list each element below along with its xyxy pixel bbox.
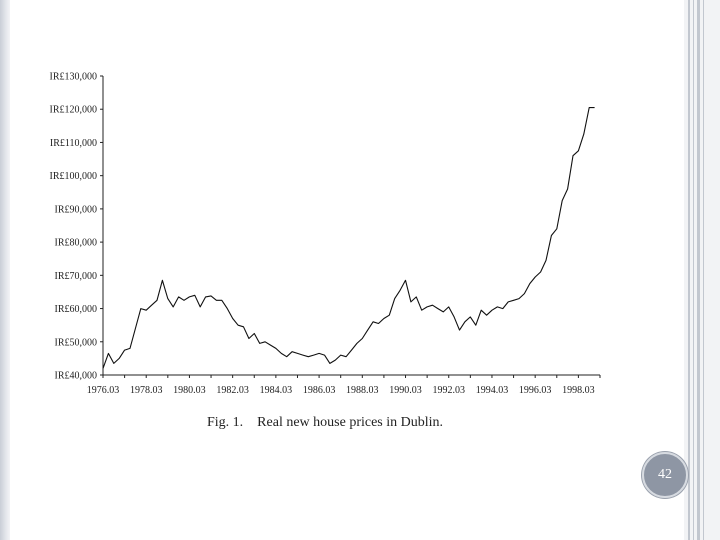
right-decorative-bar [684,0,720,540]
x-tick-label: 1984.03 [260,385,293,396]
x-tick-label: 1976.03 [87,385,120,396]
x-tick-label: 1994.03 [476,385,509,396]
y-tick-label: IR£80,000 [55,238,98,249]
slide-number: 42 [658,467,672,482]
y-tick-label: IR£40,000 [55,371,98,382]
y-tick-label: IR£120,000 [50,105,98,116]
x-tick-label: 1988.03 [346,385,379,396]
y-tick-label: IR£70,000 [55,271,98,282]
figure-caption: Fig. 1. Real new house prices in Dublin. [207,415,444,430]
x-tick-label: 1980.03 [173,385,206,396]
x-tick-label: 1998.03 [562,385,595,396]
left-decorative-bar [0,0,10,540]
x-tick-label: 1982.03 [216,385,249,396]
y-tick-label: IR£60,000 [55,304,98,315]
y-tick-label: IR£110,000 [50,138,97,149]
y-tick-label: IR£100,000 [50,171,98,182]
y-tick-label: IR£90,000 [55,204,98,215]
series-line [102,107,595,369]
x-tick-label: 1990.03 [389,385,422,396]
x-tick-label: 1992.03 [432,385,465,396]
x-tick-label: 1986.03 [303,385,336,396]
slide-number-badge: 42 [642,452,688,498]
x-tick-label: 1996.03 [519,385,552,396]
y-tick-label: IR£50,000 [55,337,98,348]
y-tick-label: IR£130,000 [50,72,98,83]
x-tick-label: 1978.03 [130,385,163,396]
